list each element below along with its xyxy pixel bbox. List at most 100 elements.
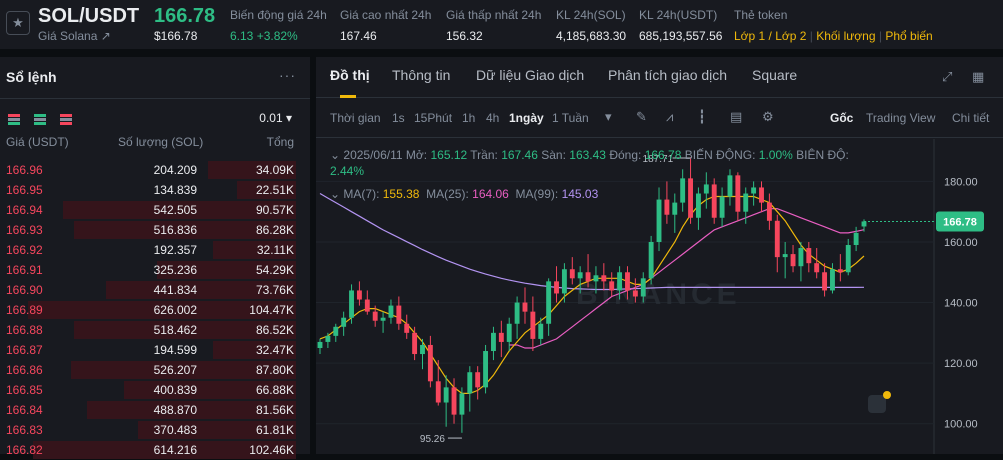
ask-qty: 626.002	[153, 303, 197, 317]
depth-icon[interactable]: ▤	[730, 109, 743, 124]
tab-info[interactable]: Thông tin	[392, 67, 451, 83]
depth-bar	[71, 361, 296, 379]
order-book-row[interactable]: 166.91 325.236 54.29K	[0, 260, 310, 280]
candle-body	[593, 275, 599, 282]
candlestick-chart[interactable]: 100.00 120.00 140.00 160.00 180.00 BINANCE 187…	[316, 139, 1003, 454]
candle-body	[648, 241, 654, 279]
stat-24h-low: Giá thấp nhất 24h 156.32	[446, 8, 541, 43]
candle-body	[743, 193, 749, 212]
depth-bar	[63, 201, 296, 219]
interval-1w[interactable]: 1 Tuần	[552, 111, 589, 125]
bids-only-icon[interactable]	[34, 114, 46, 126]
tag-volume[interactable]: Khối lượng	[816, 29, 876, 43]
stat-24h-high: Giá cao nhất 24h 167.46	[340, 8, 431, 43]
ask-qty: 542.505	[153, 203, 197, 217]
ohlc-amp-label: BIÊN ĐỘ:	[796, 148, 849, 162]
settings-icon[interactable]: ⚙	[762, 109, 774, 124]
order-book-row[interactable]: 166.87 194.599 32.47K	[0, 340, 310, 360]
tag-layer[interactable]: Lớp 1 / Lớp 2	[734, 29, 807, 43]
chart-panel: Đồ thị Thông tin Dữ liệu Giao dịch Phân …	[316, 57, 1003, 454]
ask-total: 22.51K	[255, 183, 294, 197]
chart-scale-button[interactable]	[868, 395, 886, 413]
tick-size-select[interactable]: 0.01 ▾	[259, 111, 292, 125]
view-depth[interactable]: Chi tiết	[952, 111, 990, 125]
star-icon[interactable]: ★	[6, 11, 30, 35]
candle-body	[601, 275, 607, 282]
interval-4h[interactable]: 4h	[486, 111, 500, 125]
order-book-row[interactable]: 166.88 518.462 86.52K	[0, 320, 310, 340]
ohlc-close-label: Đóng:	[609, 148, 642, 162]
order-book-row[interactable]: 166.89 626.002 104.47K	[0, 300, 310, 320]
last-price-usd: $166.78	[154, 29, 198, 43]
pair-subtitle-link[interactable]: Giá Solana ↗	[38, 29, 111, 43]
tab-trading-analysis[interactable]: Phân tích giao dịch	[608, 67, 728, 83]
pair-title[interactable]: SOL/USDT	[38, 5, 140, 27]
order-book-row[interactable]: 166.96 204.209 34.09K	[0, 160, 310, 180]
ask-qty: 134.839	[153, 183, 197, 197]
ask-price: 166.92	[6, 243, 43, 257]
ohlc-change: 1.00%	[758, 148, 793, 162]
ask-qty: 370.483	[153, 423, 197, 437]
candle-body	[530, 311, 536, 339]
ohlc-open-label: Mở:	[405, 148, 428, 162]
grid-layout-icon[interactable]: ▦	[972, 69, 985, 84]
candle-body	[349, 290, 354, 318]
order-book-row[interactable]: 166.82 614.216 102.46K	[0, 440, 310, 460]
order-book-row[interactable]: 166.84 488.870 81.56K	[0, 400, 310, 420]
candle-body	[388, 305, 394, 318]
candle-body	[404, 323, 410, 333]
candle-body	[585, 272, 591, 282]
candle-body	[427, 344, 433, 382]
order-book-row[interactable]: 166.93 516.836 86.28K	[0, 220, 310, 240]
tab-chart[interactable]: Đồ thị	[330, 67, 370, 83]
order-book-row[interactable]: 166.92 192.357 32.11K	[0, 240, 310, 260]
tag-popular[interactable]: Phổ biến	[885, 29, 933, 43]
y-tick-label: 120.00	[944, 358, 978, 370]
ma25-line	[509, 208, 865, 349]
view-original[interactable]: Gốc	[830, 111, 854, 125]
tab-square[interactable]: Square	[752, 67, 798, 83]
stat-24h-volume-usdt: KL 24h(USDT) 685,193,557.56	[639, 8, 722, 43]
candle-body	[396, 305, 402, 324]
ohlc-change-label: BIẾN ĐỘNG:	[684, 148, 756, 162]
ask-price: 166.87	[6, 343, 43, 357]
order-book-row[interactable]: 166.85 400.839 66.88K	[0, 380, 310, 400]
interval-1s[interactable]: 1s	[392, 111, 405, 125]
order-book-row[interactable]: 166.94 542.505 90.57K	[0, 200, 310, 220]
ask-price: 166.86	[6, 363, 43, 377]
view-tradingview[interactable]: Trading View	[866, 111, 936, 125]
expand-icon[interactable]: ⤢	[942, 69, 953, 84]
chevron-down-icon[interactable]: ▾	[605, 109, 612, 124]
last-price: 166.78	[154, 5, 216, 27]
order-book-row[interactable]: 166.86 526.207 87.80K	[0, 360, 310, 380]
candle-body	[546, 281, 552, 324]
candle-body	[506, 323, 512, 342]
interval-15m[interactable]: 15Phút	[414, 111, 453, 125]
stat-value: 4,185,683.30	[556, 29, 627, 43]
price-chart[interactable]: 100.00 120.00 140.00 160.00 180.00 BINANCE 187…	[316, 139, 1003, 454]
caret-icon[interactable]: ⌄	[330, 148, 341, 162]
candle-body	[577, 272, 583, 279]
both-sides-icon[interactable]	[8, 114, 20, 126]
asks-only-icon[interactable]	[60, 114, 72, 126]
tab-trading-data[interactable]: Dữ liệu Giao dịch	[476, 67, 585, 83]
order-book-row[interactable]: 166.95 134.839 22.51K	[0, 180, 310, 200]
candle-body	[380, 317, 386, 321]
interval-1d[interactable]: 1ngày	[509, 111, 544, 125]
candle-type-icon[interactable]: ┇	[698, 109, 706, 124]
ohlc-amp: 2.44%	[330, 164, 365, 178]
min-price-label: 95.26	[420, 434, 445, 445]
caret-icon[interactable]: ⌄	[330, 187, 341, 201]
candle-body	[435, 381, 441, 403]
stat-24h-volume-sol: KL 24h(SOL) 4,185,683.30	[556, 8, 626, 43]
order-book-row[interactable]: 166.90 441.834 73.76K	[0, 280, 310, 300]
binance-watermark: BINANCE	[576, 278, 741, 311]
indicator-icon[interactable]: ⩘	[666, 109, 674, 124]
interval-1h[interactable]: 1h	[462, 111, 476, 125]
stat-value: 6.13 +3.82%	[230, 29, 298, 43]
order-book-row[interactable]: 166.83 370.483 61.81K	[0, 420, 310, 440]
order-book-title: Sổ lệnh	[6, 69, 57, 85]
current-price-label: 166.78	[943, 216, 977, 228]
more-icon[interactable]: ···	[279, 67, 296, 83]
edit-interval-icon[interactable]: ✎	[636, 109, 647, 124]
